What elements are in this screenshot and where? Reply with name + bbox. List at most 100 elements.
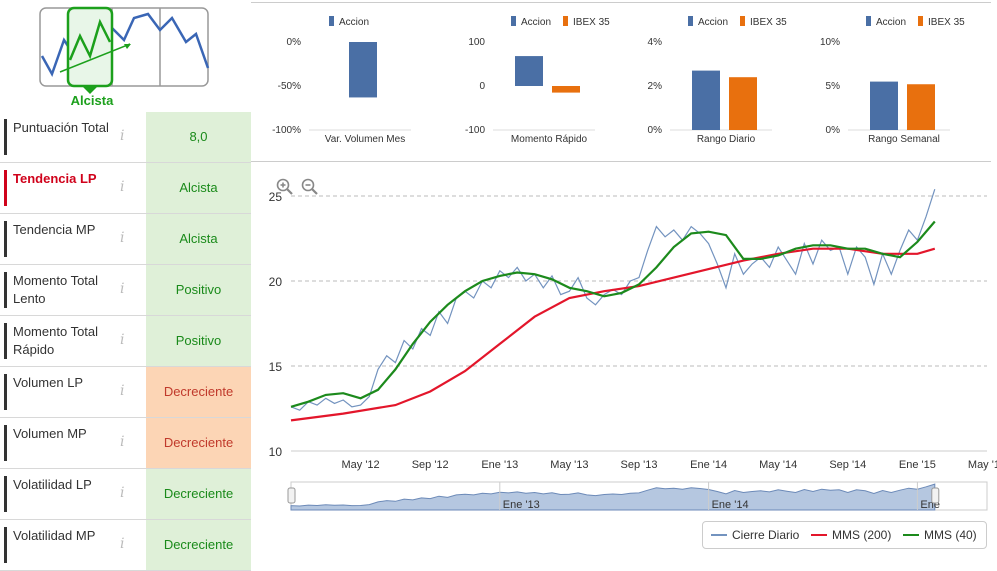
indicator-value: Alcista	[146, 214, 251, 264]
navigator-label: Ene '14	[712, 499, 749, 511]
indicator-value: Positivo	[146, 265, 251, 315]
legend-swatch	[688, 16, 693, 26]
trend-icon-pointer	[82, 86, 98, 94]
technical-panel: Alcista Puntuación Total i 8,0 Tendencia LP…	[0, 0, 251, 571]
indicator-label: Puntuación Total	[4, 119, 123, 155]
bar[interactable]	[349, 42, 377, 98]
info-icon[interactable]: i	[120, 434, 125, 450]
chart-legend: Cierre Diario MMS (200) MMS (40)	[702, 521, 987, 549]
x-tick-label: May '13	[550, 459, 588, 471]
info-icon[interactable]: i	[120, 332, 125, 348]
x-tick-label: Sep '12	[412, 459, 449, 471]
trend-indicator: Alcista	[0, 0, 251, 112]
legend-label: Accion	[698, 17, 728, 28]
indicator-row: Volatilidad LP i Decreciente	[0, 469, 251, 520]
navigator-handle[interactable]	[931, 487, 940, 504]
indicator-row: Volumen LP i Decreciente	[0, 367, 251, 418]
indicator-label: Tendencia LP	[4, 170, 123, 206]
legend-swatch-cierre	[711, 534, 727, 536]
x-tick-label: May '12	[342, 459, 380, 471]
legend-swatch	[511, 16, 516, 26]
y-tick-label: -50%	[278, 81, 301, 92]
bar[interactable]	[515, 56, 543, 86]
mini-chart-title: Rango Semanal	[868, 134, 940, 145]
indicator-label: Momento Total Lento	[4, 272, 123, 308]
info-icon[interactable]: i	[120, 230, 125, 246]
legend-item-mms40[interactable]: MMS (40)	[903, 528, 977, 542]
y-tick-label: 0%	[648, 125, 663, 136]
y-tick-label: 10%	[820, 37, 840, 48]
trend-label: Alcista	[71, 93, 114, 108]
indicator-label: Momento Total Rápido	[4, 323, 123, 359]
indicator-row: Momento Total Lento i Positivo	[0, 265, 251, 316]
bar[interactable]	[870, 81, 898, 130]
top-divider	[251, 2, 991, 3]
legend-swatch	[329, 16, 334, 26]
legend-swatch-mms200	[811, 534, 827, 536]
mini-chart: Accion IBEX 35 10% 5% 0% Rango Semanal	[820, 16, 965, 145]
legend-label: Accion	[521, 17, 551, 28]
y-tick-label: -100	[465, 125, 485, 136]
x-tick-label: May '14	[759, 459, 797, 471]
x-tick-label: Ene '14	[690, 459, 727, 471]
legend-label-cierre: Cierre Diario	[732, 528, 800, 542]
y-tick-label: 25	[269, 190, 283, 204]
bar[interactable]	[552, 86, 580, 93]
x-tick-label: Sep '13	[621, 459, 658, 471]
series-line-2[interactable]	[290, 220, 936, 408]
middle-divider	[251, 161, 991, 162]
indicator-label: Volumen LP	[4, 374, 123, 410]
indicator-table: Puntuación Total i 8,0 Tendencia LP i Alcista…	[0, 112, 251, 571]
bar[interactable]	[692, 70, 720, 130]
indicator-row: Momento Total Rápido i Positivo	[0, 316, 251, 367]
info-icon[interactable]: i	[120, 179, 125, 195]
bar[interactable]	[907, 84, 935, 130]
legend-item-cierre[interactable]: Cierre Diario	[711, 528, 799, 542]
series-line-1[interactable]	[290, 247, 936, 422]
navigator-label: Ene '13	[503, 499, 540, 511]
zoom-in-icon[interactable]	[276, 178, 294, 196]
trend-icon-right-line	[111, 12, 210, 69]
indicator-row: Volatilidad MP i Decreciente	[0, 520, 251, 571]
mini-chart: Accion IBEX 35 100 0 -100 Momento Rápido	[465, 16, 610, 145]
indicator-value: Decreciente	[146, 418, 251, 468]
mini-chart-title: Momento Rápido	[511, 134, 588, 145]
indicator-label: Tendencia MP	[4, 221, 123, 257]
legend-label: Accion	[339, 17, 369, 28]
legend-label: IBEX 35	[750, 17, 787, 28]
y-tick-label: 100	[468, 37, 485, 48]
trend-icon: Alcista	[39, 6, 210, 108]
y-tick-label: 15	[269, 360, 283, 374]
indicator-value: Decreciente	[146, 520, 251, 570]
mini-chart: Accion IBEX 35 4% 2% 0% Rango Diario	[648, 16, 787, 145]
indicator-row: Volumen MP i Decreciente	[0, 418, 251, 469]
y-tick-label: 2%	[648, 81, 663, 92]
mini-chart-title: Rango Diario	[697, 134, 756, 145]
indicator-row: Tendencia LP i Alcista	[0, 163, 251, 214]
y-tick-label: 0%	[826, 125, 841, 136]
legend-swatch	[866, 16, 871, 26]
indicator-label: Volatilidad LP	[4, 476, 123, 512]
legend-label: IBEX 35	[573, 17, 610, 28]
bar[interactable]	[729, 77, 757, 130]
y-tick-label: -100%	[272, 125, 301, 136]
indicator-value: 8,0	[146, 112, 251, 162]
info-icon[interactable]: i	[120, 281, 125, 297]
indicator-value: Decreciente	[146, 367, 251, 417]
navigator[interactable]: Ene '13 Ene '14 Ene	[287, 481, 988, 511]
legend-item-mms200[interactable]: MMS (200)	[811, 528, 891, 542]
legend-label: IBEX 35	[928, 17, 965, 28]
mini-bar-charts: Accion 0% -50% -100% Var. Volumen Mes Accion I…	[272, 16, 965, 145]
y-tick-label: 0%	[287, 37, 302, 48]
mini-chart: Accion 0% -50% -100% Var. Volumen Mes	[272, 16, 411, 145]
indicator-label: Volatilidad MP	[4, 527, 123, 563]
info-icon[interactable]: i	[120, 128, 125, 144]
info-icon[interactable]: i	[120, 383, 125, 399]
info-icon[interactable]: i	[120, 485, 125, 501]
navigator-handle[interactable]	[287, 487, 296, 504]
legend-swatch	[740, 16, 745, 26]
x-tick-label: Ene '13	[481, 459, 518, 471]
indicator-row: Puntuación Total i 8,0	[0, 112, 251, 163]
info-icon[interactable]: i	[120, 536, 125, 552]
zoom-out-icon[interactable]	[301, 178, 319, 196]
